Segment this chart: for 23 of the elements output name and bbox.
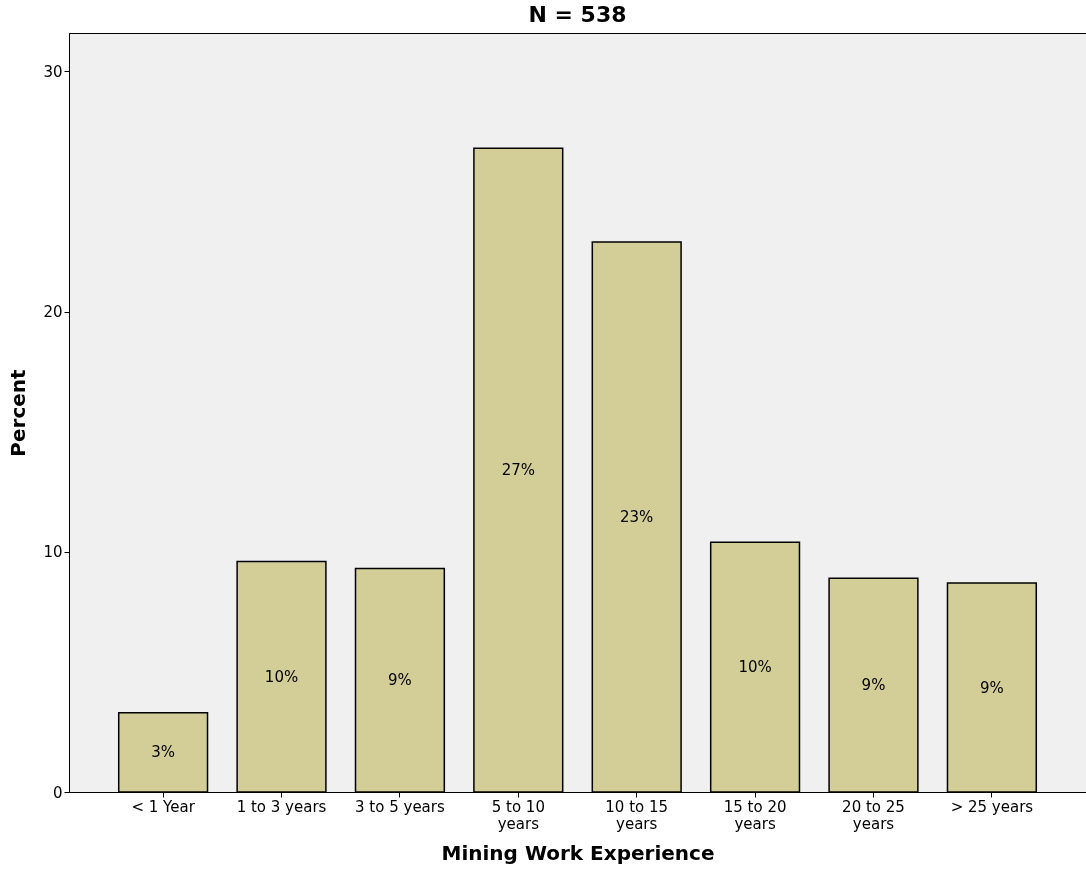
data-label: 10% bbox=[738, 658, 772, 677]
data-label: 10% bbox=[264, 667, 299, 686]
x-tick-label: > 25 years bbox=[950, 797, 1034, 816]
data-label: 3% bbox=[151, 743, 176, 762]
x-tick-label: 3 to 5 years bbox=[355, 797, 445, 816]
x-tick-label: 1 to 3 years bbox=[236, 797, 327, 816]
data-label: 9% bbox=[388, 671, 412, 690]
x-tick-label: 5 to 10 years bbox=[491, 797, 545, 833]
x-tick-label: 10 to 15 years bbox=[605, 797, 669, 833]
x-axis-title: Mining Work Experience bbox=[441, 840, 715, 865]
data-label: 23% bbox=[620, 507, 654, 526]
data-label: 9% bbox=[861, 676, 886, 695]
y-tick-label: 30 bbox=[43, 62, 63, 81]
x-tick-label: 15 to 20 years bbox=[723, 797, 787, 833]
y-axis-title: Percent bbox=[6, 368, 31, 457]
y-tick-label: 0 bbox=[52, 783, 63, 802]
y-tick-label: 20 bbox=[43, 303, 63, 322]
y-tick-label: 10 bbox=[43, 543, 63, 562]
chart-title: N = 538 bbox=[528, 2, 627, 27]
data-label: 9% bbox=[979, 678, 1004, 697]
x-tick-label: 20 to 25 years bbox=[842, 797, 905, 833]
x-tick-label: < 1 Year bbox=[131, 797, 196, 816]
data-label: 27% bbox=[501, 461, 535, 480]
